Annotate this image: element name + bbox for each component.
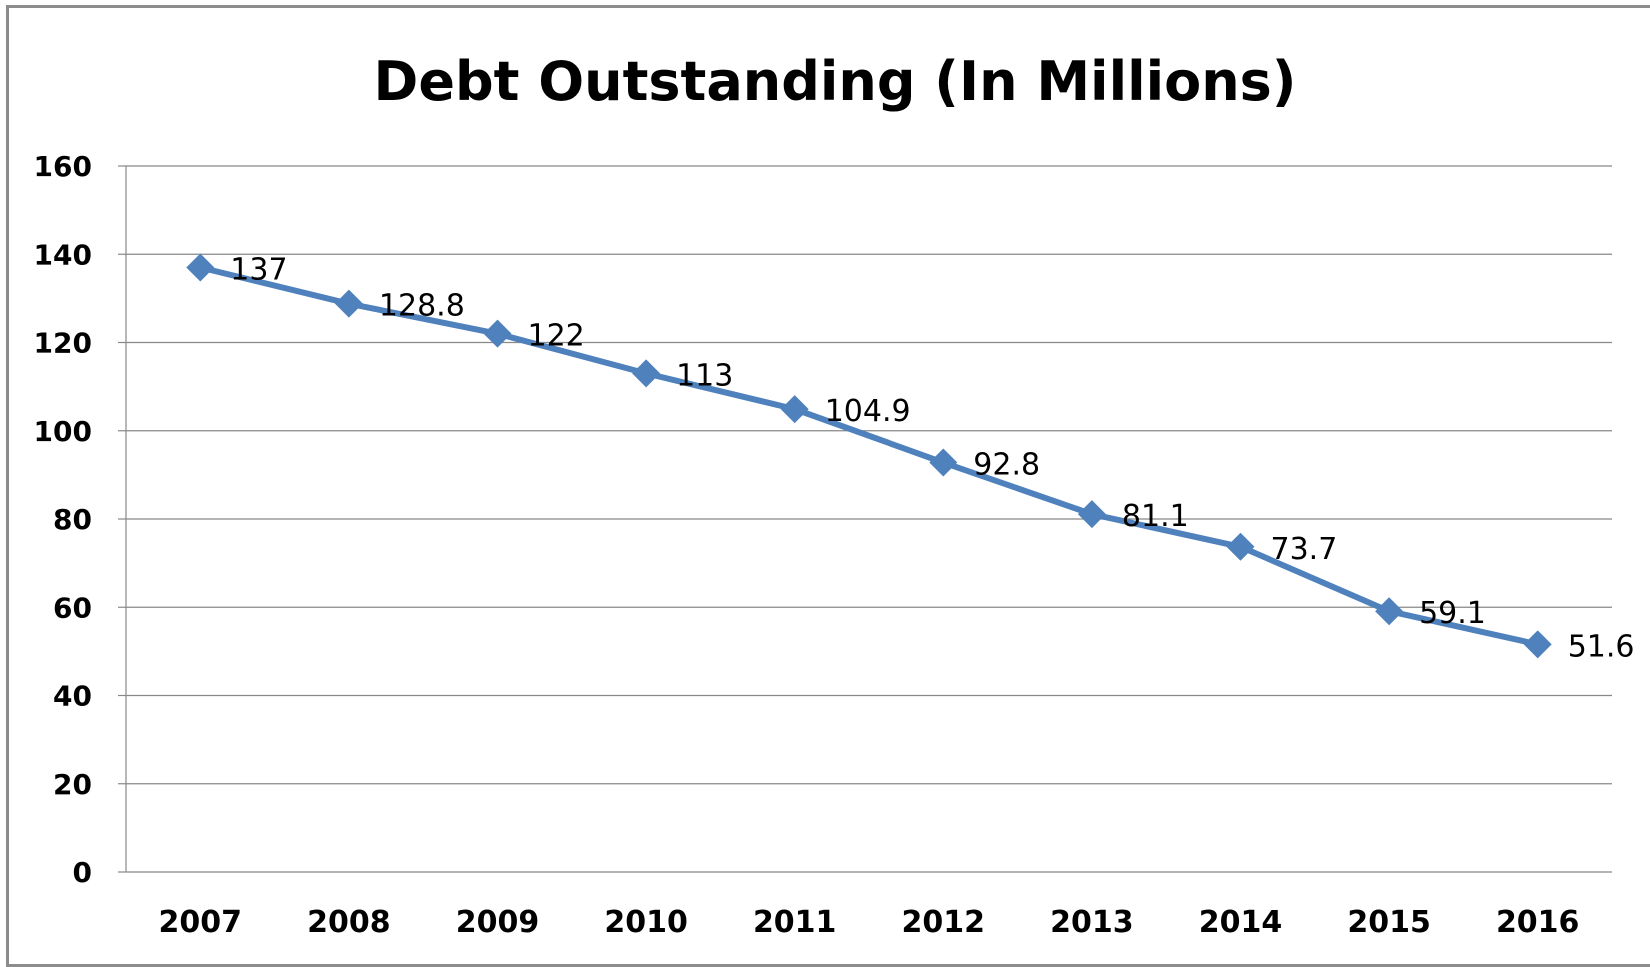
chart-frame (6, 5, 1650, 967)
data-point-marker (334, 289, 363, 318)
y-axis-tick-labels: 0 20 40 60 80 100 120 140 160 (34, 150, 92, 889)
data-label: 104.9 (825, 394, 911, 429)
data-point-marker (483, 319, 512, 348)
x-tick-label: 2015 (1347, 905, 1431, 940)
y-tick-label: 60 (53, 591, 92, 624)
y-tick-label: 80 (53, 503, 92, 536)
x-tick-label: 2008 (307, 905, 391, 940)
data-point-marker (780, 395, 809, 424)
data-label: 128.8 (379, 289, 465, 324)
y-tick-label: 100 (34, 415, 92, 448)
data-label: 122 (528, 319, 585, 354)
y-tick-label: 0 (73, 856, 92, 889)
x-tick-label: 2012 (902, 905, 986, 940)
x-tick-label: 2016 (1496, 905, 1580, 940)
x-tick-label: 2011 (753, 905, 837, 940)
data-point-marker (1077, 500, 1106, 529)
data-label: 92.8 (973, 448, 1040, 483)
series-line (197, 264, 1541, 648)
y-tick-label: 140 (34, 238, 92, 271)
x-tick-label: 2010 (604, 905, 688, 940)
data-point-marker (632, 359, 661, 388)
gridlines (118, 165, 1612, 873)
x-tick-label: 2009 (456, 905, 540, 940)
y-tick-label: 40 (53, 680, 92, 713)
data-label: 51.6 (1568, 629, 1635, 664)
data-label: 113 (676, 358, 733, 393)
x-tick-label: 2013 (1050, 905, 1134, 940)
y-tick-label: 20 (53, 768, 92, 801)
data-point-marker (1375, 597, 1404, 626)
markers (186, 253, 1552, 659)
chart-title: Debt Outstanding (In Millions) (374, 50, 1297, 113)
y-tick-label: 160 (34, 150, 92, 183)
x-tick-label: 2007 (159, 905, 243, 940)
data-label: 59.1 (1419, 596, 1486, 631)
data-label: 81.1 (1122, 499, 1189, 534)
data-point-marker (186, 253, 215, 282)
series-layer (197, 264, 1541, 648)
data-point-marker (929, 448, 958, 477)
data-point-marker (1226, 532, 1255, 561)
y-tick-label: 120 (34, 327, 92, 360)
data-label: 73.7 (1271, 532, 1338, 567)
x-tick-label: 2014 (1199, 905, 1283, 940)
data-labels: 137 128.8 122 113 104.9 92.8 81.1 73.7 59.1 51.6 (230, 252, 1634, 664)
data-point-marker (1523, 630, 1552, 659)
data-label: 137 (230, 252, 287, 287)
x-axis-tick-labels: 2007 2008 2009 2010 2011 2012 2013 2014 2015 2016 (159, 905, 1580, 940)
